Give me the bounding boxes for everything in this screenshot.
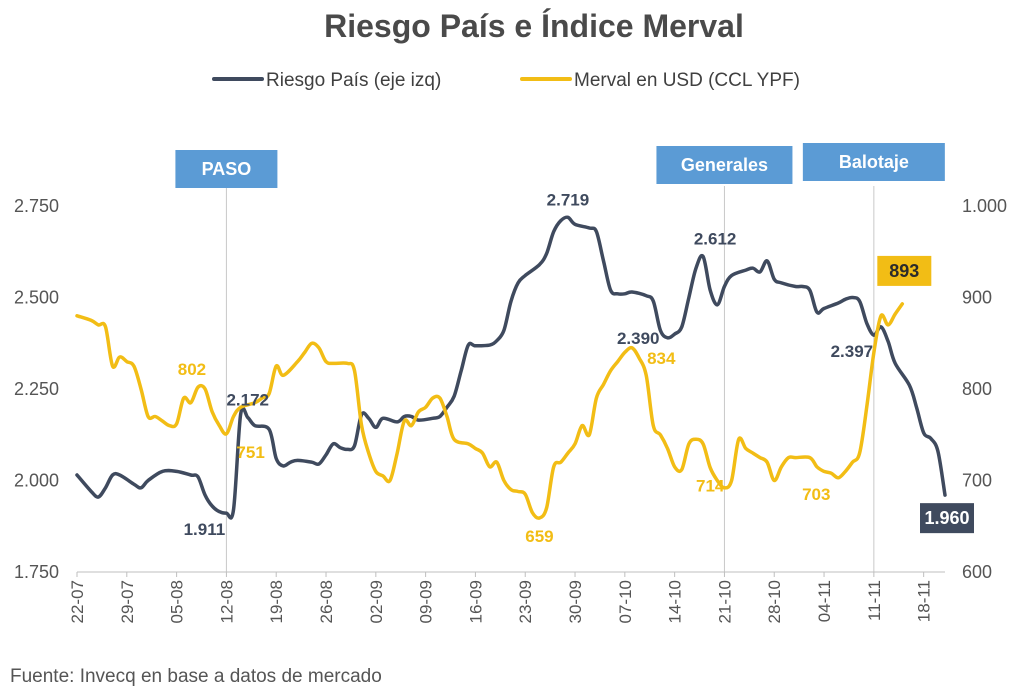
merval-line	[75, 302, 905, 520]
x-tick-label: 22-07	[68, 580, 87, 623]
data-label: 802	[178, 360, 206, 379]
y-left-tick-label: 2.500	[14, 288, 59, 308]
y-right-tick-label: 1.000	[962, 196, 1007, 216]
x-tick-label: 21-10	[715, 580, 734, 623]
left-axis: 1.750 2.000 2.250 2.500 2.750	[14, 196, 59, 582]
event-box-generales	[656, 146, 793, 184]
data-label: 834	[647, 349, 676, 368]
data-label: 2.397	[831, 342, 874, 361]
source-note: Fuente: Invecq en base a datos de mercad…	[10, 666, 382, 687]
x-tick-label: 14-10	[666, 580, 685, 623]
x-axis: 22-07 29-07 05-08 12-08 19-08 26-08 02-09 09-09…	[68, 572, 934, 623]
x-tick-label: 28-10	[765, 580, 784, 623]
legend-label-riesgo: Riesgo País (eje izq)	[266, 70, 441, 91]
x-tick-label: 07-10	[616, 580, 635, 623]
y-right-tick-label: 800	[962, 379, 992, 399]
x-tick-label: 04-11	[815, 580, 834, 622]
x-tick-label: 02-09	[367, 580, 386, 623]
x-tick-label: 29-07	[118, 580, 137, 623]
x-tick-label: 12-08	[217, 580, 236, 623]
data-label: 1.960	[924, 508, 969, 528]
y-right-tick-label: 600	[962, 562, 992, 582]
y-right-tick-label: 900	[962, 288, 992, 308]
x-tick-label: 19-08	[267, 580, 286, 623]
y-right-tick-label: 700	[962, 471, 992, 491]
event-box-balotaje	[802, 143, 945, 181]
data-label: 2.612	[694, 230, 737, 249]
x-tick-label: 16-09	[466, 580, 485, 623]
x-tick-label: 18-11	[915, 580, 934, 622]
y-left-tick-label: 2.750	[14, 196, 59, 216]
data-label-box	[877, 255, 932, 286]
right-axis: 600 700 800 900 1.000	[962, 196, 1007, 582]
x-tick-label: 05-08	[168, 580, 187, 623]
data-label: 1.911	[184, 520, 226, 539]
event-label-generales: Generales	[681, 155, 768, 175]
event-markers: PASO Generales Balotaje	[175, 143, 945, 572]
riesgo-pais-line	[75, 215, 947, 520]
legend: Riesgo País (eje izq) Merval en USD (CCL…	[212, 70, 800, 91]
data-label: 2.719	[547, 190, 590, 209]
event-label-paso: PASO	[202, 159, 252, 179]
data-label: 659	[525, 527, 553, 546]
event-box-paso	[175, 150, 278, 188]
data-label: 714	[696, 477, 725, 496]
x-tick-label: 30-09	[566, 580, 585, 623]
data-label: 2.390	[617, 329, 660, 348]
data-labels: 1.911 2.172 2.719 2.390 2.612 2.397 1.960 802 75…	[178, 190, 974, 546]
data-label: 703	[802, 485, 830, 504]
y-left-tick-label: 2.250	[14, 379, 59, 399]
x-tick-label: 26-08	[317, 580, 336, 623]
data-label: 2.172	[226, 391, 269, 410]
x-tick-label: 23-09	[516, 580, 535, 623]
x-tick-label: 11-11	[865, 580, 884, 621]
y-left-tick-label: 2.000	[14, 471, 59, 491]
data-label: 893	[889, 261, 919, 281]
y-left-tick-label: 1.750	[14, 562, 59, 582]
chart-title: Riesgo País e Índice Merval	[324, 8, 744, 44]
legend-label-merval: Merval en USD (CCL YPF)	[574, 70, 800, 91]
series-lines	[75, 215, 947, 520]
data-label-box	[920, 503, 974, 534]
data-label: 751	[236, 443, 264, 462]
x-tick-label: 09-09	[417, 580, 436, 623]
event-label-balotaje: Balotaje	[839, 152, 909, 172]
